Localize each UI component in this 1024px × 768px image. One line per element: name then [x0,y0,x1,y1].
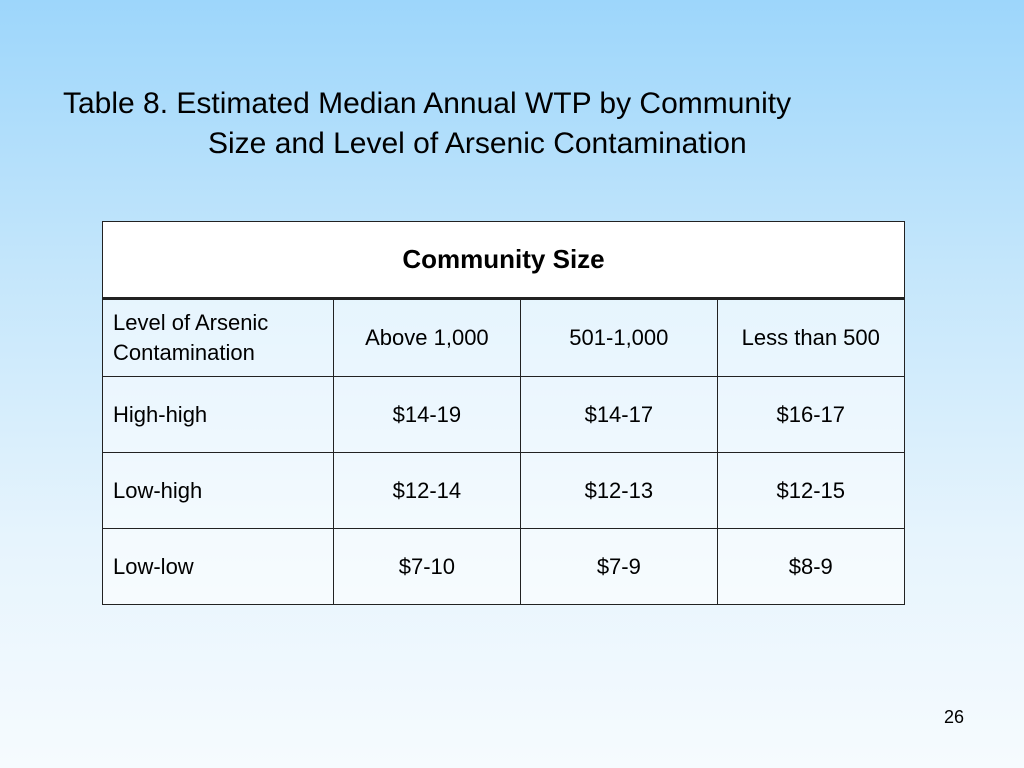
slide-title-line-1: Table 8. Estimated Median Annual WTP by … [63,87,792,120]
table-cell: $8-9 [716,528,906,605]
column-header-above-1000: Above 1,000 [332,298,522,377]
table-row: Low-high $12-14 $12-13 $12-15 [102,452,906,529]
row-label: Low-high [102,452,334,529]
table-cell: $7-10 [332,528,522,605]
table-cell: $12-15 [716,452,906,529]
table-cell: $14-17 [520,376,718,453]
column-header-row: Level of Arsenic Contamination Above 1,0… [102,298,906,377]
column-header-less-than-500: Less than 500 [716,298,906,377]
table-cell: $7-9 [520,528,718,605]
slide-title: Table 8. Estimated Median Annual WTP by … [63,84,963,164]
slide-title-line-2: Size and Level of Arsenic Contamination [208,127,747,160]
table-cell: $12-13 [520,452,718,529]
row-label: Low-low [102,528,334,605]
table-cell: $16-17 [716,376,906,453]
table-row: High-high $14-19 $14-17 $16-17 [102,376,906,453]
table-header-community-size: Community Size [102,221,905,300]
table-cell: $12-14 [332,452,522,529]
table-cell: $14-19 [332,376,522,453]
column-header-arsenic-level: Level of Arsenic Contamination [102,298,334,377]
page-number: 26 [943,707,964,727]
table-row: Low-low $7-10 $7-9 $8-9 [102,528,906,605]
row-label: High-high [102,376,334,453]
column-header-501-1000: 501-1,000 [520,298,718,377]
wtp-table: Community Size Level of Arsenic Contamin… [102,221,906,605]
